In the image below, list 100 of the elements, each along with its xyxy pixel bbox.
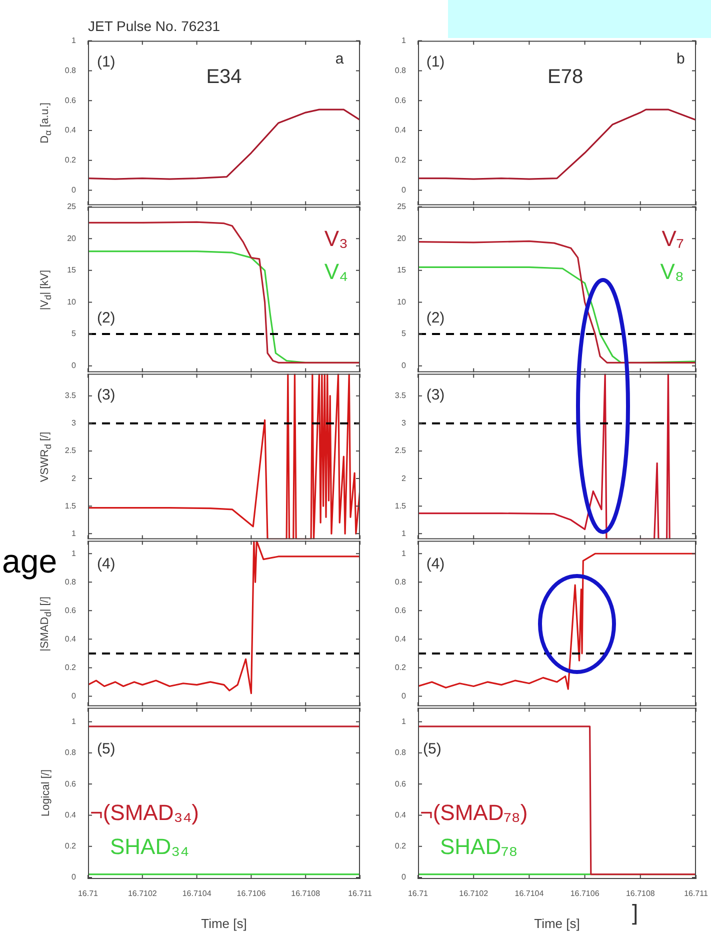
- y-tick-label: 25: [67, 202, 77, 212]
- x-tick-label: 16.7106: [236, 889, 266, 898]
- x-tick-label: 16.7102: [128, 889, 158, 898]
- annotation: (2): [426, 309, 445, 326]
- y-tick-label: 15: [397, 266, 407, 275]
- y-tick-label: 0: [402, 872, 407, 882]
- y-tick-label: 2.5: [394, 446, 407, 456]
- x-tick-label: 16.71: [408, 889, 429, 898]
- text: V₃: [324, 226, 348, 251]
- y-tick-label: 1: [72, 36, 77, 46]
- y-tick-label: 3: [402, 418, 407, 428]
- y-tick-label: 1.5: [64, 501, 77, 510]
- y-tick-label: 0.2: [394, 842, 407, 851]
- x-tick-label: 16.711: [348, 889, 372, 898]
- y-tick-label: 1: [402, 548, 407, 558]
- x-tick-label: 16.71: [78, 889, 99, 898]
- y-tick-label: 3: [72, 418, 77, 428]
- y-tick-label: 2: [72, 474, 77, 483]
- y-tick-label: 0: [402, 691, 407, 700]
- y-tick-label: 0: [72, 185, 77, 194]
- x-tick-label: 16.7104: [514, 889, 544, 898]
- text: V₈: [660, 259, 684, 284]
- y-tick-label: 10: [397, 297, 407, 306]
- x-axis-title: Time [s]: [201, 916, 247, 931]
- text: V₇: [662, 226, 684, 251]
- y-tick-label: 0.8: [64, 748, 77, 758]
- y-tick-label: 0.4: [64, 126, 77, 135]
- y-tick-label: 1.5: [394, 501, 407, 510]
- y-tick-label: 0.2: [64, 156, 77, 165]
- y-tick-label: 0.8: [394, 66, 407, 75]
- y-tick-label: 0.8: [64, 577, 77, 586]
- y-tick-label: 20: [397, 234, 407, 243]
- text: ¬(SMAD₃₄): [90, 800, 200, 826]
- text: ]: [632, 900, 638, 926]
- x-tick-label: 16.7102: [459, 889, 489, 898]
- x-axis-title: Time [s]: [534, 916, 580, 931]
- y-tick-label: 1: [402, 717, 407, 726]
- series-label: SHAD₃₄: [110, 834, 190, 860]
- y-tick-label: 0.6: [64, 96, 77, 105]
- annotation: (5): [96, 740, 116, 758]
- text: V₄: [324, 259, 348, 284]
- annotation: E34: [206, 66, 242, 88]
- y-tick-label: 2: [402, 474, 407, 483]
- y-tick-label: 0: [402, 361, 407, 370]
- annotation: (1): [426, 54, 445, 71]
- y-tick-label: 25: [397, 202, 407, 212]
- x-tick-label: 16.7108: [291, 889, 321, 898]
- y-tick-label: 0.4: [394, 634, 407, 644]
- y-tick-label: 0.6: [64, 606, 77, 615]
- annotation: (3): [96, 386, 116, 404]
- y-tick-label: 0: [72, 361, 77, 370]
- annotation: E78: [548, 66, 584, 88]
- y-tick-label: 10: [67, 297, 77, 306]
- y-tick-label: 0.8: [394, 577, 407, 586]
- y-tick-label: 0.8: [394, 748, 407, 758]
- y-tick-label: 3.5: [64, 391, 77, 400]
- x-tick-label: 16.7106: [570, 889, 600, 898]
- y-tick-label: 0: [402, 185, 407, 194]
- text: ¬(SMAD₇₈): [420, 800, 528, 826]
- y-tick-label: 0: [72, 691, 77, 700]
- y-tick-label: 0.2: [394, 156, 407, 165]
- y-tick-label: 20: [67, 234, 77, 243]
- x-tick-label: 16.711: [684, 889, 708, 898]
- annotation: b: [676, 50, 685, 68]
- y-tick-label: 1: [72, 548, 77, 558]
- annotation: (4): [96, 555, 116, 572]
- annotation: (3): [426, 386, 445, 404]
- y-tick-label: 5: [72, 329, 77, 338]
- text: age: [2, 542, 58, 580]
- y-tick-label: 0.4: [394, 126, 407, 135]
- y-tick-label: 2.5: [64, 446, 77, 456]
- y-tick-label: 5: [402, 329, 407, 338]
- annotation: a: [335, 50, 344, 68]
- y-tick-label: 0: [72, 872, 77, 882]
- y-tick-label: 1: [72, 528, 77, 538]
- chart-title: JET Pulse No. 76231: [88, 18, 220, 34]
- y-tick-label: 0.4: [64, 810, 77, 820]
- y-tick-label: 0.4: [394, 810, 407, 820]
- y-tick-label: 15: [67, 266, 77, 275]
- y-tick-label: 0.6: [394, 779, 407, 788]
- y-tick-label: 0.6: [64, 779, 77, 788]
- y-tick-label: 0.2: [64, 842, 77, 851]
- annotation: (1): [96, 54, 116, 71]
- y-tick-label: 3.5: [394, 391, 407, 400]
- y-tick-label: 0.2: [394, 662, 407, 672]
- annotation: (5): [423, 740, 442, 758]
- y-tick-label: 0.6: [394, 96, 407, 105]
- y-tick-label: 0.2: [64, 662, 77, 672]
- y-tick-label: 1: [72, 717, 77, 726]
- annotation: (4): [426, 555, 445, 572]
- x-tick-label: 16.7108: [626, 889, 656, 898]
- y-axis-title: Logical [/]: [40, 770, 52, 817]
- y-tick-label: 0.8: [64, 66, 77, 75]
- x-tick-label: 16.7104: [182, 889, 212, 898]
- y-tick-label: 0.6: [394, 606, 407, 615]
- series-label: SHAD₇₈: [440, 834, 518, 860]
- annotation: (2): [96, 309, 116, 326]
- y-tick-label: 1: [402, 528, 407, 538]
- y-tick-label: 1: [402, 36, 407, 46]
- y-tick-label: 0.4: [64, 634, 77, 644]
